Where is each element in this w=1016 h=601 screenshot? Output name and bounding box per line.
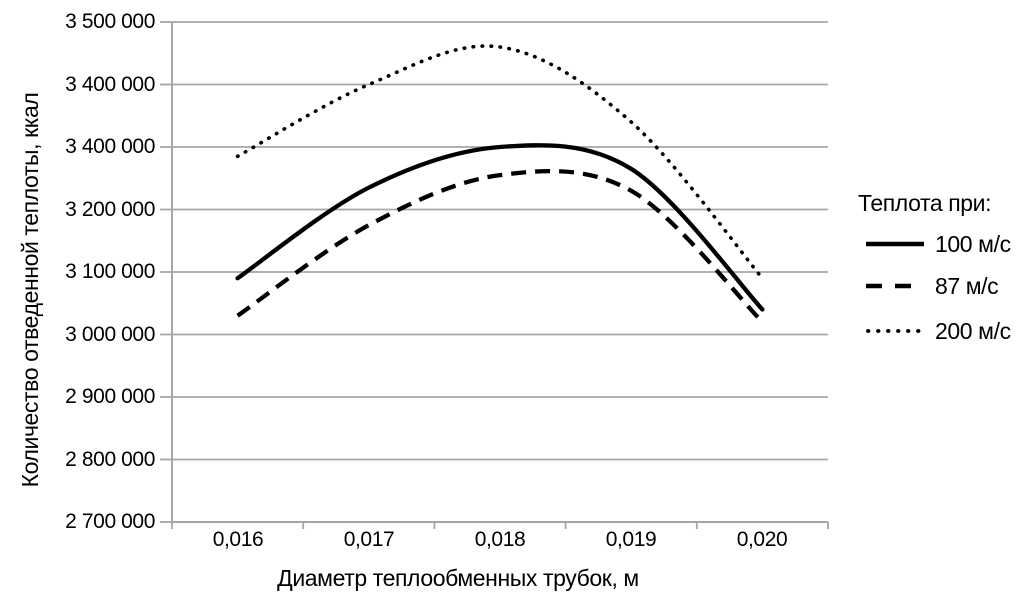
y-tick-label: 3 200 000 — [65, 198, 155, 221]
y-tick-label: 3 100 000 — [65, 260, 155, 283]
dotted-line-swatch-icon — [866, 329, 924, 333]
legend-item: 100 м/с — [864, 231, 1011, 257]
x-tick-label: 0,019 — [605, 528, 657, 551]
y-tick-label: 3 000 000 — [65, 323, 155, 346]
legend-item-label: 200 м/с — [935, 317, 1011, 344]
x-tick-label: 0,018 — [474, 528, 526, 551]
y-tick-label: 3 400 000 — [65, 135, 155, 158]
solid-line-swatch-icon — [866, 241, 924, 247]
legend-item-label: 87 м/с — [935, 272, 999, 299]
legend-title: Теплота при: — [858, 190, 992, 216]
legend-item-label: 100 м/с — [935, 230, 1011, 257]
x-tick-label: 0,020 — [736, 528, 788, 551]
x-axis-title: Диаметр теплообменных трубок, м — [277, 565, 639, 591]
y-tick-label: 2 800 000 — [65, 448, 155, 471]
y-tick-label: 3 400 000 — [65, 73, 155, 96]
dashed-line-swatch-icon — [866, 283, 924, 289]
x-tick-label: 0,017 — [343, 528, 395, 551]
series-line-0 — [235, 143, 765, 312]
x-tick-label: 0,016 — [212, 528, 264, 551]
legend-item: 200 м/с — [864, 318, 1011, 344]
y-tick-label: 2 900 000 — [65, 385, 155, 408]
legend-item: 87 м/с — [864, 272, 999, 299]
series-line-2 — [235, 44, 765, 281]
y-tick-label: 2 700 000 — [65, 510, 155, 533]
series-line-1 — [236, 168, 764, 324]
y-tick-label: 3 500 000 — [65, 10, 155, 33]
